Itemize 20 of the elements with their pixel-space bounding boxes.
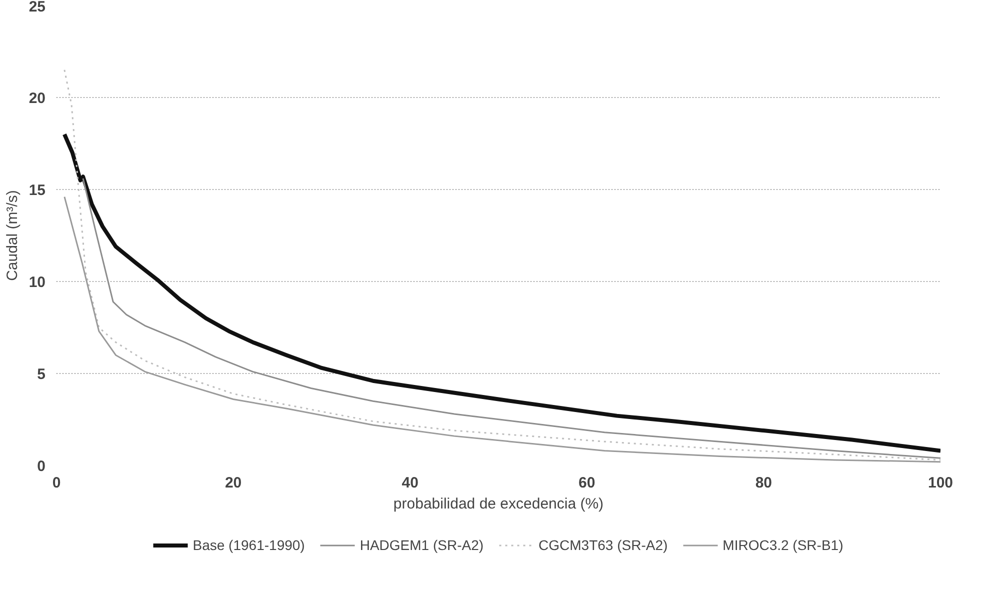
x-tick-label: 100 — [928, 474, 954, 492]
line-series — [64, 69, 940, 461]
y-axis-title: Caudal (m³/s) — [4, 190, 21, 281]
y-tick-label: 0 — [37, 458, 46, 475]
x-tick-label: 20 — [224, 474, 242, 492]
y-tick-label: 25 — [28, 0, 46, 16]
x-tick-label: 60 — [578, 474, 596, 492]
legend-label: CGCM3T63 (SR-A2) — [538, 536, 668, 554]
x-tick-label: 80 — [755, 474, 772, 492]
y-tick-label: 10 — [28, 274, 46, 291]
x-axis-title: probabilidad de excedencia (%) — [393, 496, 604, 512]
y-tick-label: 5 — [37, 366, 46, 383]
legend-label: HADGEM1 (SR-A2) — [360, 536, 484, 554]
legend-label: Base (1961-1990) — [192, 536, 305, 554]
legend-label: MIROC3.2 (SR-B1) — [722, 536, 844, 554]
x-tick-label: 40 — [402, 474, 418, 492]
y-tick-label: 15 — [28, 182, 46, 199]
x-tick-label: 0 — [52, 474, 61, 492]
y-tick-label: 20 — [28, 90, 46, 107]
line-series — [62, 132, 940, 453]
